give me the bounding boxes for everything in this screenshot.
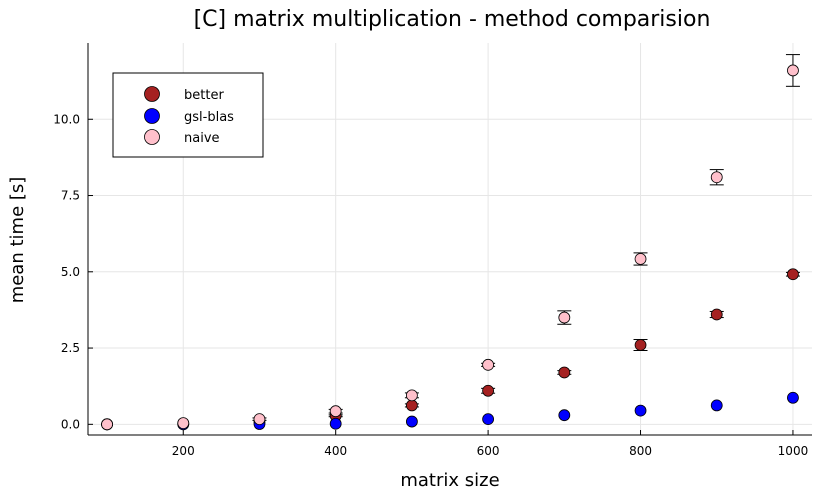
data-point-gsl-blas: [634, 404, 647, 417]
data-point-naive: [787, 64, 799, 77]
y-tick-label: 2.5: [61, 341, 80, 355]
data-point-better: [634, 339, 647, 351]
data-point-gsl-blas: [558, 409, 571, 422]
legend-marker-naive: [144, 129, 160, 145]
data-point-better: [710, 308, 723, 321]
tick-labels: 200 400 600 800 1000 0.0 2.5 5.0 7.5 10.0: [53, 112, 808, 458]
y-tick-label: 10.0: [53, 112, 80, 126]
legend-marker-gsl-blas: [144, 108, 160, 124]
data-point-better: [482, 384, 495, 397]
y-axis-label: mean time [s]: [7, 177, 28, 304]
x-tick-label: 800: [629, 444, 652, 458]
data-point-naive: [482, 358, 495, 371]
data-point-naive: [558, 311, 571, 324]
legend-label-naive: naive: [184, 131, 220, 146]
y-tick-label: 0.0: [61, 417, 80, 431]
data-points: [101, 64, 799, 431]
data-point-gsl-blas: [787, 391, 799, 404]
error-bars: [252, 54, 800, 421]
legend-marker-better: [144, 86, 160, 102]
data-point-better: [405, 399, 418, 412]
x-tick-label: 200: [172, 444, 195, 458]
data-point-better: [558, 366, 571, 379]
data-point-naive: [101, 418, 113, 431]
data-point-better: [787, 268, 799, 281]
data-point-naive: [710, 171, 723, 184]
data-point-naive: [634, 253, 647, 265]
axes: [87, 43, 812, 436]
legend-label-better: better: [184, 88, 224, 103]
y-tick-label: 5.0: [61, 265, 80, 279]
y-tick-label: 7.5: [61, 189, 80, 203]
legend: better gsl-blas naive: [112, 72, 264, 158]
data-point-naive: [177, 417, 190, 430]
data-point-gsl-blas: [329, 417, 342, 430]
legend-box: [112, 72, 264, 158]
legend-label-gsl-blas: gsl-blas: [184, 110, 234, 125]
data-point-gsl-blas: [710, 399, 723, 412]
data-point-gsl-blas: [482, 413, 495, 426]
data-point-naive: [329, 405, 342, 418]
data-point-gsl-blas: [405, 415, 418, 428]
x-tick-label: 400: [324, 444, 347, 458]
x-tick-label: 600: [477, 444, 500, 458]
grid-lines: [88, 43, 812, 435]
x-tick-label: 1000: [778, 444, 809, 458]
chart-title: [C] matrix multiplication - method compa…: [194, 7, 711, 32]
data-point-naive: [405, 389, 418, 402]
data-point-naive: [253, 413, 266, 426]
x-axis-label: matrix size: [400, 470, 499, 490]
